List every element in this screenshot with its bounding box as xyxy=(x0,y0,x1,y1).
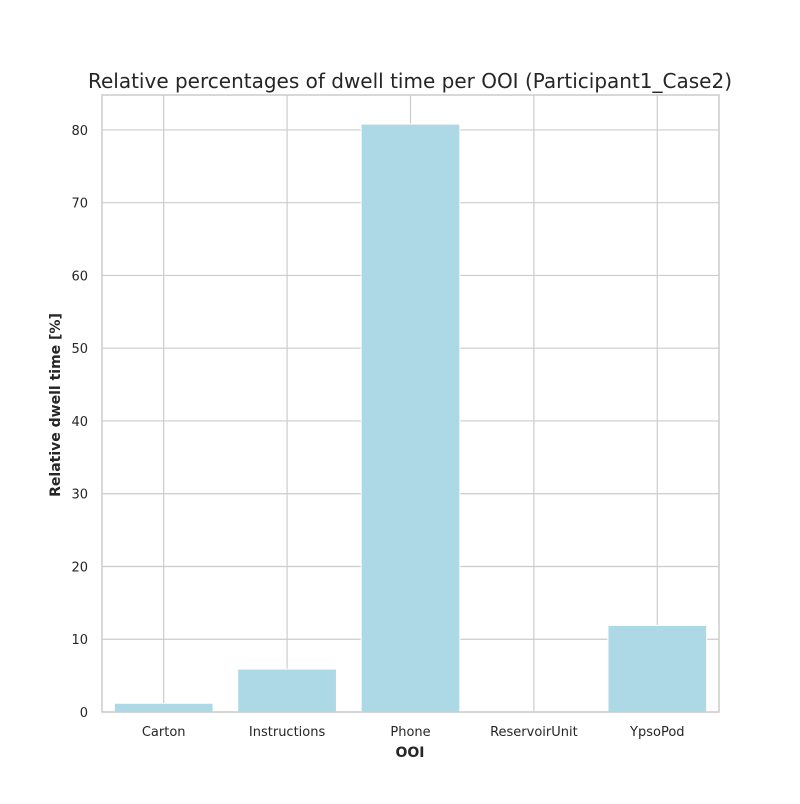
y-tick-label: 20 xyxy=(71,560,88,575)
x-tick-label: Phone xyxy=(390,725,430,740)
y-axis-label: Relative dwell time [%] xyxy=(48,313,64,497)
bar-carton xyxy=(113,702,214,713)
x-tick-label: Instructions xyxy=(249,725,326,740)
x-axis-label: OOI xyxy=(395,745,424,761)
y-tick-label: 10 xyxy=(71,633,88,648)
y-tick-label: 80 xyxy=(71,124,88,139)
chart-title: Relative percentages of dwell time per O… xyxy=(88,69,732,93)
y-tick-label: 70 xyxy=(71,197,88,212)
y-tick-label: 50 xyxy=(71,342,88,357)
x-tick-label: YpsoPod xyxy=(629,725,685,740)
x-tick-label: ReservoirUnit xyxy=(490,725,578,740)
bar-phone xyxy=(360,123,461,713)
y-tick-label: 60 xyxy=(71,269,88,284)
y-tick-label: 30 xyxy=(71,488,88,503)
y-axis-ticks: 0 10 20 30 40 50 60 70 80 xyxy=(71,124,88,721)
bar-ypsopod xyxy=(607,624,708,713)
x-axis-ticks: Carton Instructions Phone ReservoirUnit Ypso… xyxy=(142,725,685,740)
plot-frame xyxy=(101,94,720,713)
bars xyxy=(113,123,708,713)
y-tick-label: 40 xyxy=(71,415,88,430)
plot-border xyxy=(101,94,720,713)
bar-instructions xyxy=(237,668,337,713)
y-tick-label: 0 xyxy=(80,706,88,721)
x-tick-label: Carton xyxy=(142,725,186,740)
